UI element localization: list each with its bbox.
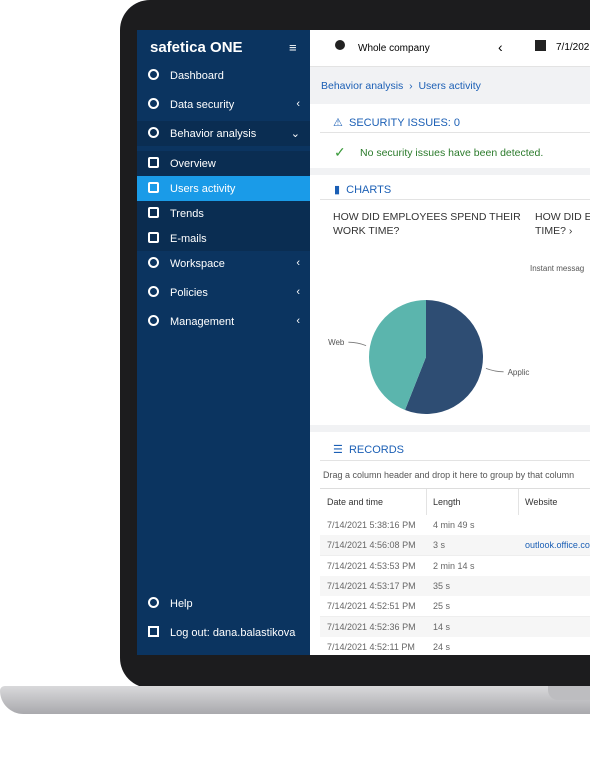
menu-label: Management bbox=[170, 316, 235, 328]
menu-icon bbox=[148, 315, 159, 326]
menu-item[interactable]: Data security ‹ bbox=[137, 92, 310, 117]
logout[interactable]: Log out: dana.balastikova bbox=[137, 620, 310, 645]
records-card: ☰ RECORDS Drag a column header and drop … bbox=[310, 432, 590, 655]
menu-item[interactable]: Dashboard bbox=[137, 63, 310, 88]
table-cell: 7/14/2021 4:52:36 PM bbox=[327, 621, 416, 632]
menu-toggle[interactable]: ≡ bbox=[289, 40, 297, 55]
column-header[interactable]: Length bbox=[433, 497, 461, 507]
laptop-base bbox=[0, 686, 590, 714]
table-cell: 7/14/2021 4:53:53 PM bbox=[327, 560, 416, 571]
chevron: ‹ bbox=[296, 315, 300, 327]
menu-item[interactable]: Users activity bbox=[137, 176, 310, 201]
topbar: Whole company ‹ 7/1/202 bbox=[310, 30, 590, 67]
menu-icon bbox=[148, 127, 159, 138]
menu-label: Behavior analysis bbox=[170, 128, 257, 140]
pie-slice bbox=[405, 300, 483, 414]
charts-title: ▮ CHARTS bbox=[334, 184, 392, 196]
records-title: ☰ RECORDS bbox=[333, 444, 404, 456]
table-row: 7/14/2021 4:52:36 PM 14 s bbox=[320, 616, 590, 638]
logo: safetica ONE bbox=[150, 39, 243, 56]
sidebar: safetica ONE ≡ Dashboard Data security ‹ Be… bbox=[137, 30, 310, 655]
menu-label: Policies bbox=[170, 287, 208, 299]
crumb[interactable]: Users activity bbox=[418, 80, 481, 92]
calendar-icon bbox=[535, 40, 546, 51]
column-header[interactable]: Website bbox=[525, 497, 558, 507]
menu-item[interactable]: Overview bbox=[137, 151, 310, 176]
leader-line bbox=[348, 341, 367, 346]
group-hint: Drag a column header and drop it here to… bbox=[323, 470, 575, 480]
chevron: ‹ bbox=[296, 286, 300, 298]
check-icon: ✓ bbox=[334, 144, 346, 160]
menu-label: Data security bbox=[170, 99, 235, 111]
table-cell: 2 min 14 s bbox=[433, 560, 475, 571]
menu-icon bbox=[148, 257, 159, 268]
table-row: 7/14/2021 4:53:17 PM 35 s bbox=[320, 575, 590, 597]
table-cell: 7/14/2021 5:38:16 PM bbox=[327, 520, 416, 530]
help[interactable]: Help bbox=[137, 591, 310, 616]
table-cell: 7/14/2021 4:52:11 PM bbox=[327, 641, 415, 652]
table-row: 7/14/2021 4:52:11 PM 24 s bbox=[320, 636, 590, 655]
pie-slice bbox=[369, 300, 426, 410]
menu-item[interactable]: Management ‹ bbox=[137, 309, 310, 334]
pie-label: Web bbox=[328, 338, 345, 347]
menu-label: Workspace bbox=[170, 258, 225, 270]
table-cell: 7/14/2021 4:53:17 PM bbox=[327, 580, 416, 591]
menu-icon bbox=[148, 157, 159, 168]
table-header: Date and time Length Website bbox=[320, 488, 590, 655]
security-title: ⚠ SECURITY ISSUES: 0 bbox=[333, 117, 461, 129]
table-cell: 24 s bbox=[433, 641, 451, 652]
menu-item[interactable]: E-mails bbox=[137, 226, 310, 251]
security-card: ⚠ SECURITY ISSUES: 0 ✓ No security issue… bbox=[310, 104, 590, 168]
chevron: ⌄ bbox=[290, 128, 300, 140]
menu-icon bbox=[148, 207, 159, 218]
menu-label: Dashboard bbox=[170, 70, 224, 82]
chevron: ‹ bbox=[296, 98, 300, 110]
table-cell: 25 s bbox=[433, 601, 451, 612]
table-cell: outlook.office.co bbox=[525, 540, 590, 551]
table-cell: 7/14/2021 4:56:08 PM bbox=[327, 540, 416, 551]
crumb[interactable]: Behavior analysis bbox=[321, 80, 404, 92]
table-row: 7/14/2021 4:52:51 PM 25 s bbox=[320, 596, 590, 618]
table-cell: 35 s bbox=[433, 580, 451, 591]
screen: safetica ONE ≡ Dashboard Data security ‹ Be… bbox=[137, 30, 590, 655]
table-row: 7/14/2021 4:56:08 PM 3 s outlook.office.co bbox=[320, 535, 590, 557]
leader-line bbox=[485, 368, 504, 373]
menu-item[interactable]: Behavior analysis ⌄ bbox=[137, 121, 310, 146]
menu-icon bbox=[148, 182, 159, 193]
column-header[interactable]: Date and time bbox=[327, 497, 384, 507]
table-cell: 4 min 49 s bbox=[433, 520, 475, 530]
menu-label: E-mails bbox=[170, 233, 207, 245]
menu-icon bbox=[148, 286, 159, 297]
back-button[interactable]: ‹ bbox=[498, 39, 503, 55]
pie-chart: Applic Web bbox=[328, 300, 530, 414]
laptop-notch bbox=[548, 686, 590, 700]
menu-label: Trends bbox=[170, 208, 204, 220]
menu-icon bbox=[148, 232, 159, 243]
table-row: 7/14/2021 5:38:16 PM 4 min 49 s bbox=[320, 515, 590, 536]
menu-icon bbox=[148, 98, 159, 109]
charts-card: ▮ CHARTS HOW DID EMPLOYEES SPEND THEIR WO… bbox=[310, 175, 590, 425]
table-cell: 3 s bbox=[433, 540, 446, 551]
pie-label: Instant messag bbox=[530, 264, 585, 273]
menu-label: Overview bbox=[170, 158, 216, 170]
company[interactable]: Whole company bbox=[358, 43, 430, 54]
table-cell: 14 s bbox=[433, 621, 451, 632]
date[interactable]: 7/1/202 bbox=[556, 42, 590, 53]
pie-label: Applic bbox=[508, 368, 530, 377]
security-message: No security issues have been detected. bbox=[360, 147, 544, 159]
chevron: ‹ bbox=[296, 257, 300, 269]
menu-item[interactable]: Workspace ‹ bbox=[137, 251, 310, 276]
chart-title: HOW DID EMPLOYEES SPEND THEIR WORK TIME? bbox=[333, 211, 521, 237]
breadcrumb: Behavior analysis › Users activity bbox=[321, 80, 481, 92]
company-icon bbox=[335, 40, 345, 50]
menu-icon bbox=[148, 69, 159, 80]
table-cell: 7/14/2021 4:52:51 PM bbox=[327, 601, 416, 612]
table-row: 7/14/2021 4:53:53 PM 2 min 14 s bbox=[320, 555, 590, 577]
menu-item[interactable]: Trends bbox=[137, 201, 310, 226]
chart-title: HOW DID EMTIME? › bbox=[535, 211, 590, 237]
menu-item[interactable]: Policies ‹ bbox=[137, 280, 310, 305]
menu-label: Users activity bbox=[170, 183, 236, 195]
